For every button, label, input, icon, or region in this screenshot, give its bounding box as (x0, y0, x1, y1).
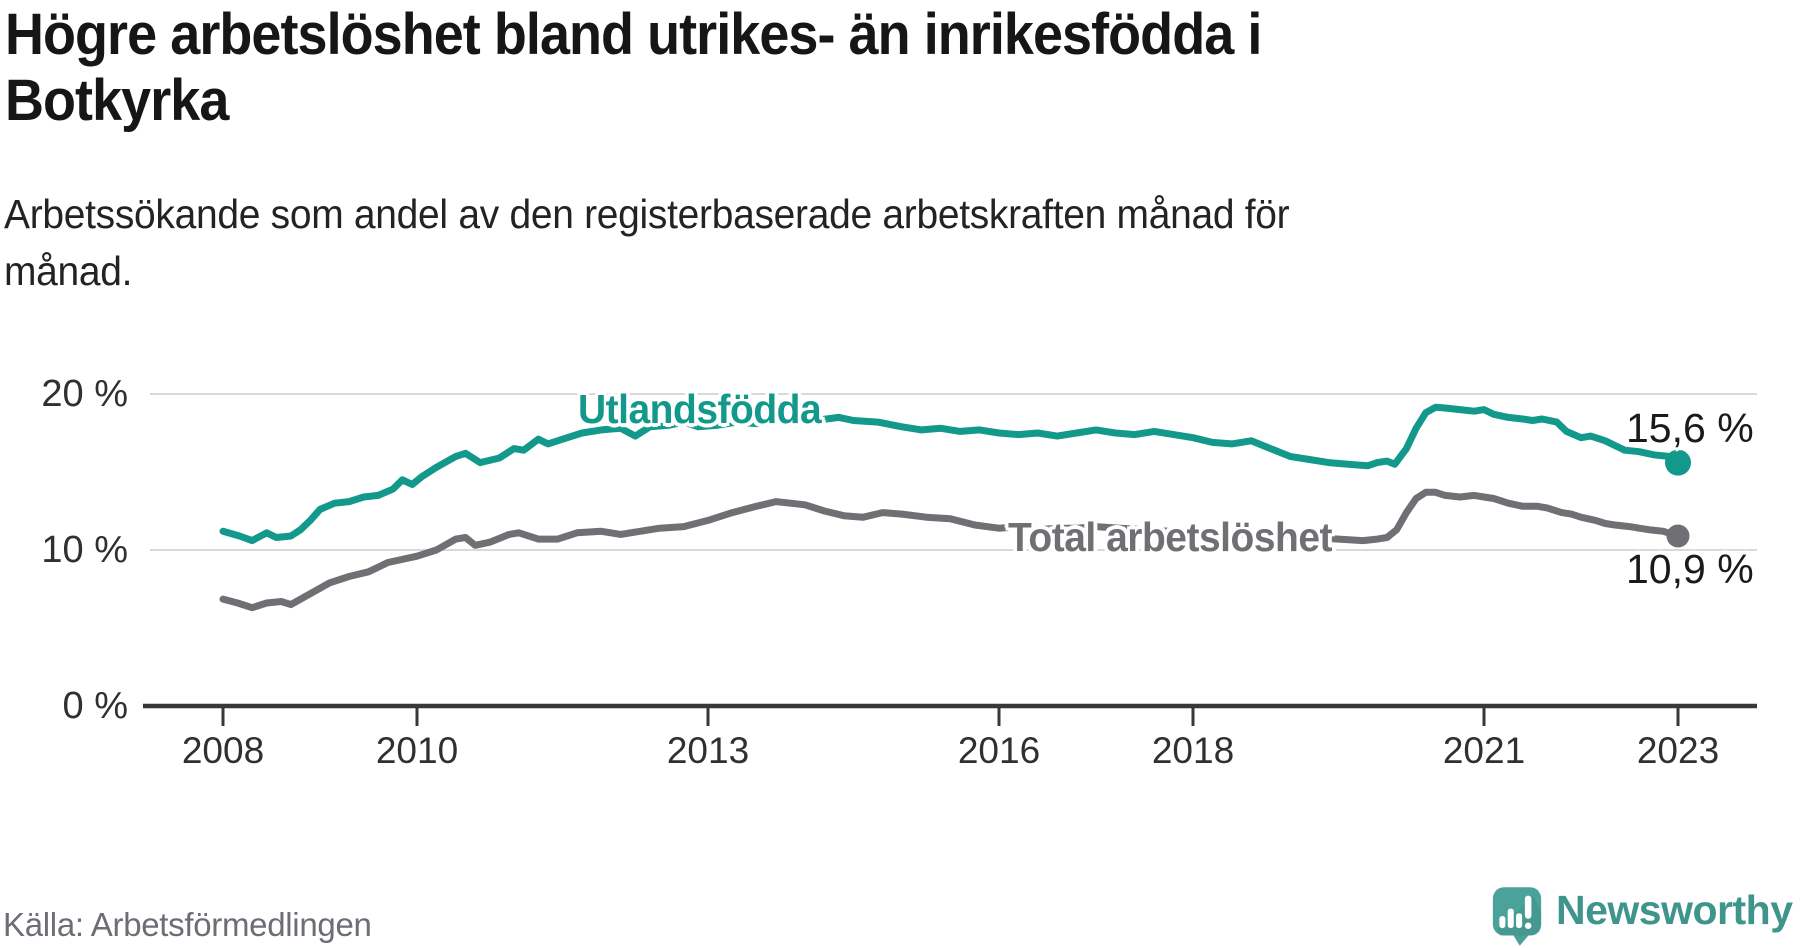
newsworthy-wordmark: Newsworthy (1556, 887, 1793, 933)
y-tick-label: 10 % (41, 529, 128, 571)
x-tick-label: 2023 (1636, 730, 1720, 771)
y-tick-label: 0 % (62, 685, 128, 727)
end-value-label-utlandsfodda: 15,6 % (1626, 405, 1754, 451)
series-label-total-arbetsloshet: Total arbetslöshet (1008, 514, 1333, 560)
series-label-utlandsfodda: Utlandsfödda (578, 386, 822, 432)
x-tick-label: 2018 (1151, 730, 1235, 771)
newsworthy-logo-link[interactable]: Newsworthy (1491, 884, 1793, 948)
chart-subtitle: Arbetssökande som andel av den registerb… (4, 191, 1290, 294)
chart-title: Högre arbetslöshet bland utrikes- än inr… (5, 2, 1262, 133)
source-credit: Källa: Arbetsförmedlingen (3, 906, 372, 943)
newsworthy-icon (1492, 887, 1542, 946)
y-tick-label: 20 % (41, 373, 128, 415)
x-tick-label: 2016 (957, 730, 1041, 771)
end-value-label-total-arbetsloshet: 10,9 % (1626, 546, 1754, 592)
x-tick-label: 2013 (666, 730, 750, 771)
x-tick-label: 2021 (1442, 730, 1526, 771)
x-tick-label: 2008 (181, 730, 265, 771)
x-tick-label: 2010 (375, 730, 459, 771)
